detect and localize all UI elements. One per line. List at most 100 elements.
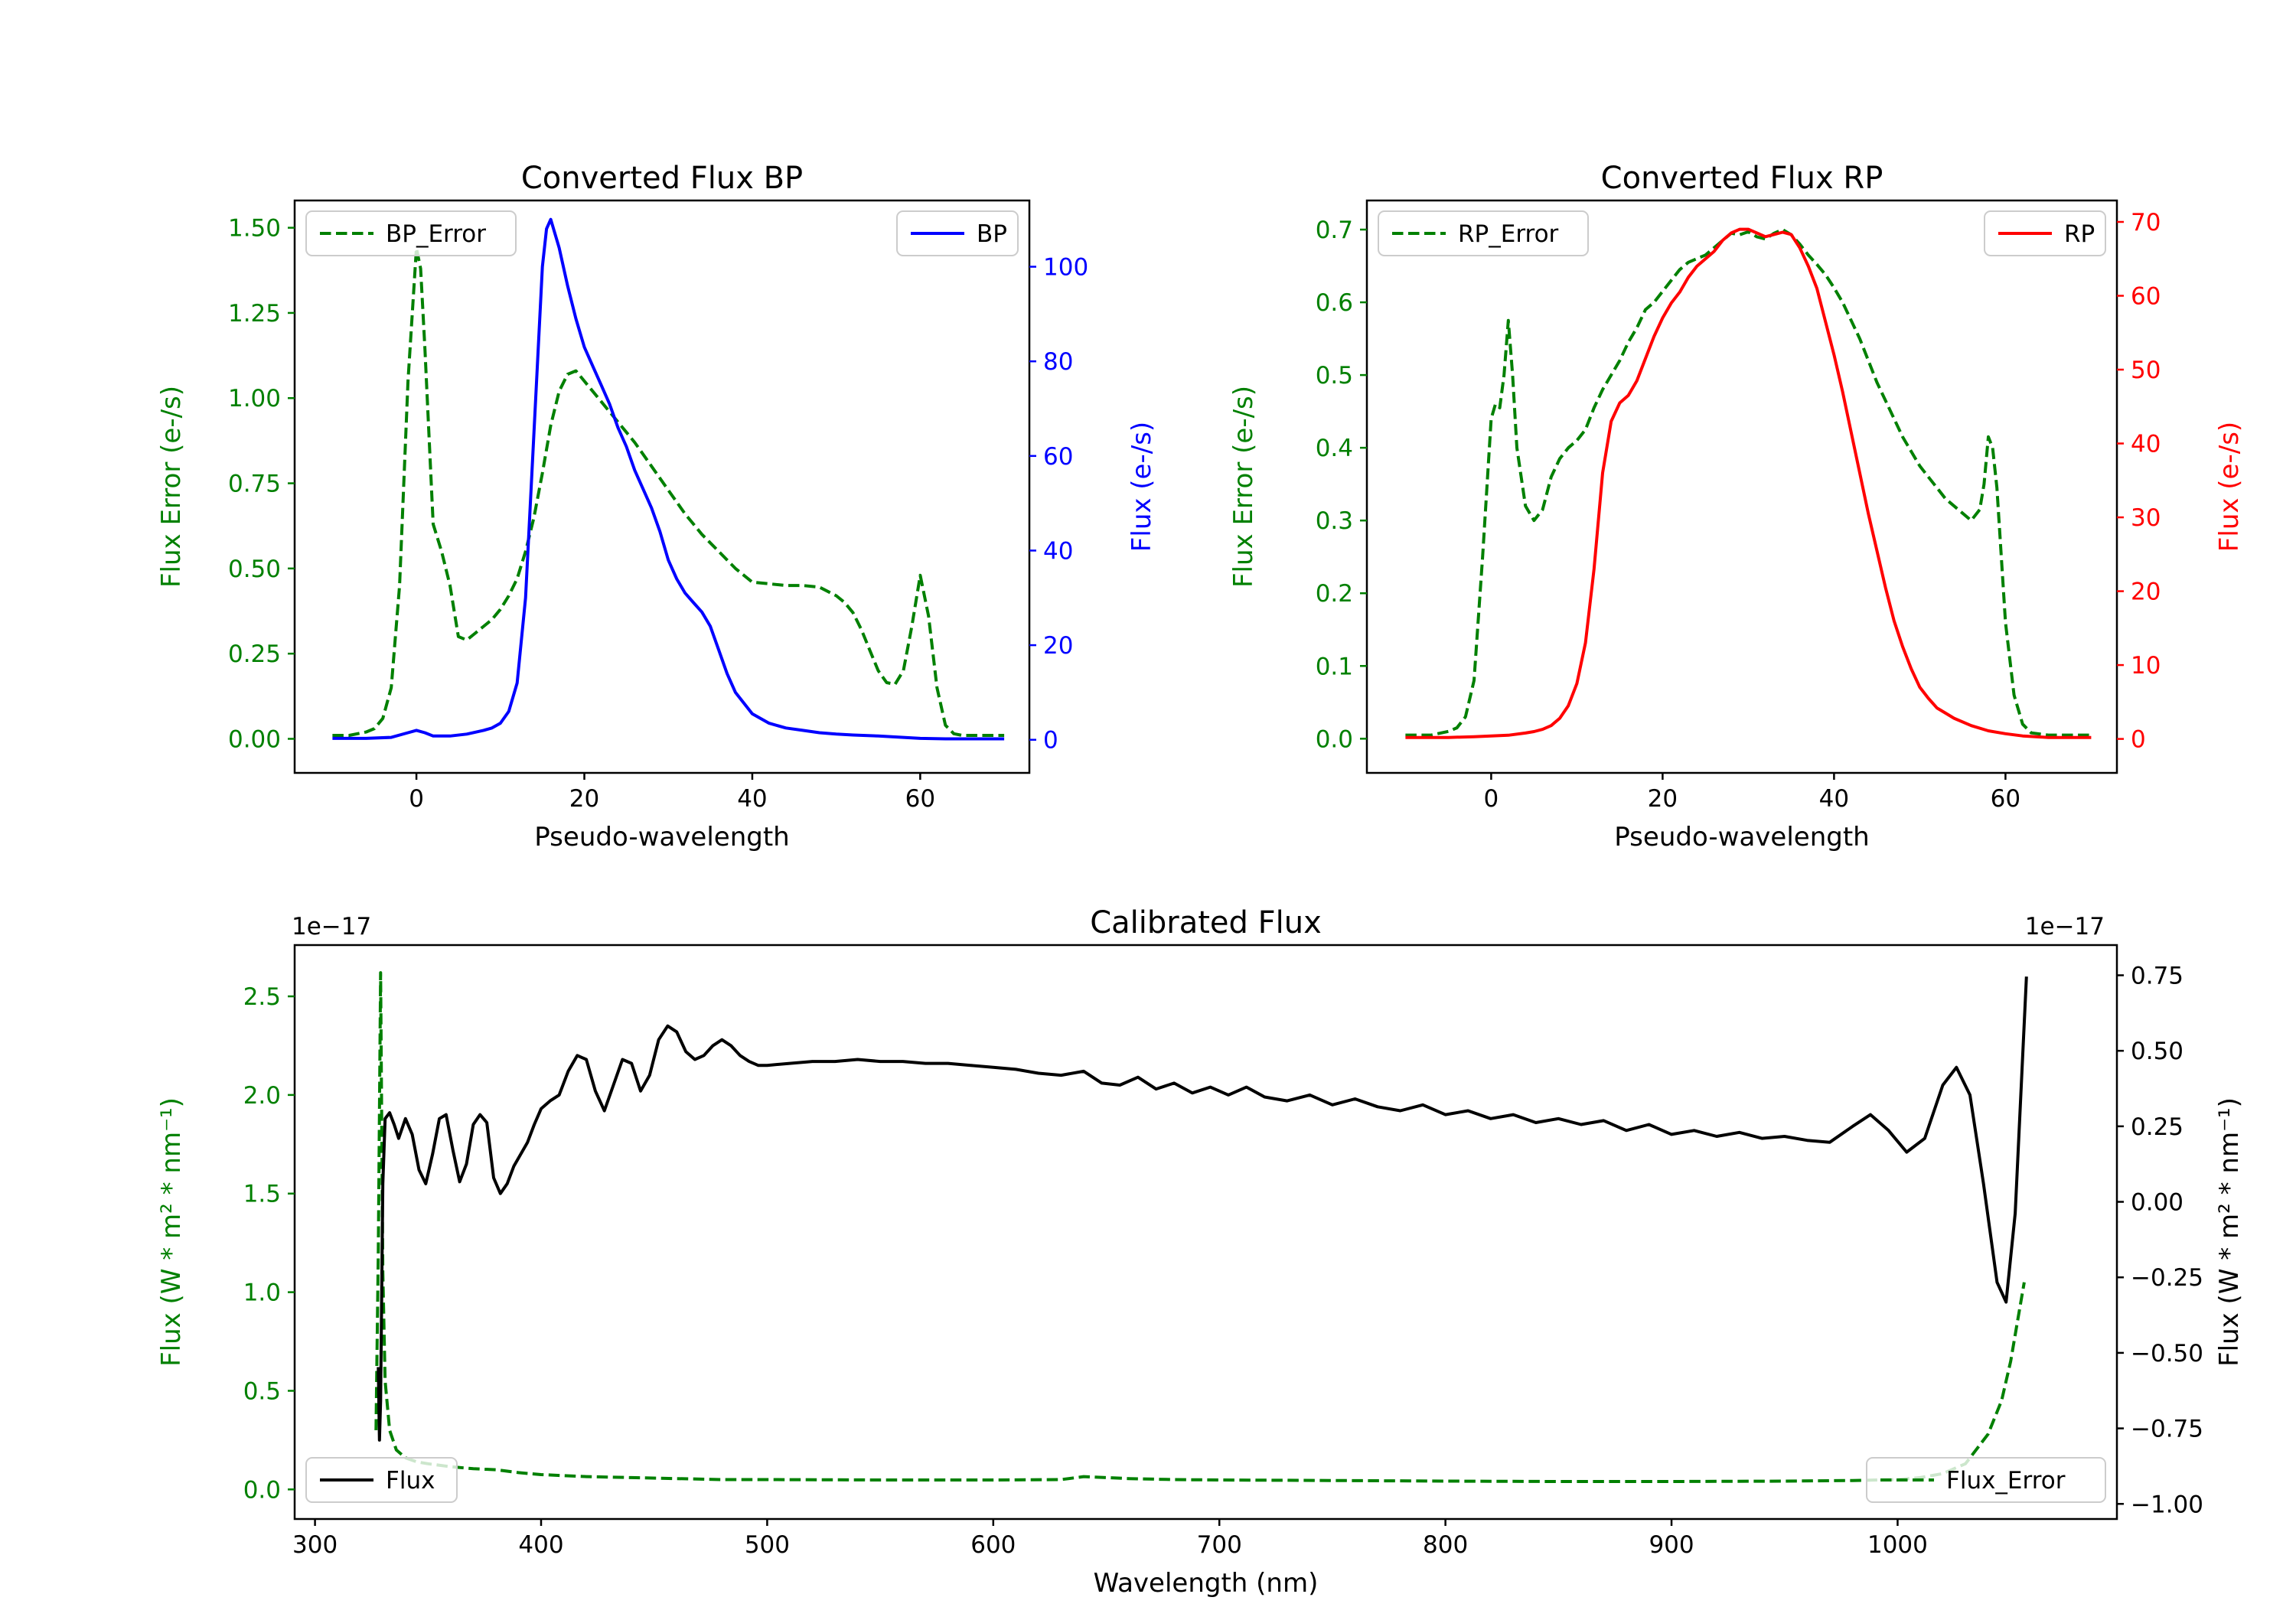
x-tick-label: 0 [1484, 785, 1499, 813]
chart-converted-flux-rp: 0 20 40 60 0.0 0.1 0.2 0.3 0.4 0.5 0.6 0.7 0 10 20 30 40… [1214, 128, 2274, 895]
x-axis-label: Wavelength (nm) [1094, 1568, 1319, 1599]
x-axis-label: Pseudo-wavelength [1614, 822, 1869, 852]
left-tick-label: 1.5 [243, 1181, 281, 1208]
left-tick-label: 0.75 [228, 471, 281, 498]
x-tick-label: 1000 [1867, 1531, 1928, 1559]
right-tick-label: 0.00 [2131, 1189, 2183, 1217]
rp-plot-svg: 0 20 40 60 0.0 0.1 0.2 0.3 0.4 0.5 0.6 0.7 0 10 20 30 40… [1228, 161, 2245, 852]
x-tick-label: 400 [518, 1531, 563, 1559]
bp-plot-svg: 0 20 40 60 0.00 0.25 0.50 0.75 1.00 1.25 1.50 0 20 40… [156, 161, 1157, 852]
left-tick-label: 2.0 [243, 1082, 281, 1110]
right-tick-label: 0 [1043, 727, 1058, 755]
left-tick-label: 0.50 [228, 556, 281, 583]
legend-label: RP_Error [1458, 220, 1559, 248]
left-tick-label: 1.50 [228, 215, 281, 243]
legend-label: Flux [386, 1467, 435, 1495]
legend-label: Flux_Error [1946, 1467, 2066, 1495]
right-tick-label: 50 [2131, 357, 2161, 384]
x-tick-label: 900 [1649, 1531, 1694, 1559]
right-tick-label: −0.50 [2131, 1340, 2203, 1367]
legend-bp: BP [896, 210, 1019, 256]
left-tick-label: 0.2 [1316, 580, 1353, 608]
right-tick-label: 0.25 [2131, 1113, 2183, 1141]
left-tick-label: 0.6 [1316, 289, 1353, 317]
legend-box [305, 1457, 458, 1503]
legend-label: BP [977, 220, 1007, 248]
right-tick-label: 20 [1043, 632, 1073, 660]
right-tick-label: −0.25 [2131, 1264, 2203, 1292]
left-tick-label: 0.0 [243, 1476, 281, 1504]
chart-title: Converted Flux RP [1601, 161, 1883, 196]
legend-rp-error: RP_Error [1378, 210, 1589, 256]
left-tick-label: 0.3 [1316, 507, 1353, 535]
legend-flux-error: Flux_Error [1866, 1457, 2106, 1503]
left-tick-label: 1.25 [228, 300, 281, 328]
x-tick-label: 600 [970, 1531, 1016, 1559]
left-tick-label: 1.00 [228, 385, 281, 412]
right-tick-label: −0.75 [2131, 1416, 2203, 1443]
legend-box [305, 210, 517, 256]
right-tick-label: 40 [2131, 431, 2161, 458]
left-y-axis-label: Flux Error (e-/s) [156, 386, 187, 588]
flux-error-line [374, 971, 2026, 1483]
legend-box [1378, 210, 1589, 256]
rp-line [1405, 227, 2092, 739]
legend-bp-error: BP_Error [305, 210, 517, 256]
right-tick-label: 100 [1043, 254, 1088, 282]
legend-rp: RP [1984, 210, 2106, 256]
x-tick-label: 40 [737, 785, 767, 813]
chart-calibrated-flux: 300 400 500 600 700 800 900 1000 0.0 0.5 1.0 1.5 2.0… [142, 872, 2274, 1607]
left-tick-label: 0.5 [1316, 362, 1353, 390]
right-axis-offset-text: 1e−17 [2025, 913, 2105, 940]
cal-plot-svg: 300 400 500 600 700 800 900 1000 0.0 0.5 1.0 1.5 2.0… [156, 905, 2245, 1599]
left-tick-label: 1.0 [243, 1279, 281, 1307]
x-tick-label: 40 [1819, 785, 1849, 813]
left-tick-label: 0.1 [1316, 653, 1353, 680]
right-tick-label: 60 [1043, 443, 1073, 471]
right-tick-label: 0 [2131, 726, 2146, 754]
x-tick-label: 300 [292, 1531, 338, 1559]
x-tick-label: 20 [1648, 785, 1678, 813]
flux-line [377, 976, 2028, 1442]
plot-frame [293, 944, 2118, 1521]
legend-box [1866, 1457, 2106, 1503]
right-tick-label: 40 [1043, 537, 1073, 565]
right-tick-label: −1.00 [2131, 1491, 2203, 1518]
x-tick-label: 60 [1991, 785, 2020, 813]
left-tick-label: 0.0 [1316, 725, 1353, 753]
right-y-axis-label: Flux (e-/s) [2214, 422, 2245, 552]
right-tick-label: 60 [2131, 283, 2161, 311]
left-tick-label: 0.4 [1316, 435, 1353, 462]
bp-line [332, 217, 1005, 741]
left-tick-label: 0.25 [228, 641, 281, 668]
right-tick-label: 70 [2131, 209, 2161, 236]
bp-error-line [332, 246, 1005, 737]
legend-label: BP_Error [386, 220, 486, 248]
left-y-axis-label: Flux Error (e-/s) [1228, 386, 1259, 588]
right-tick-label: 30 [2131, 504, 2161, 532]
right-y-axis-label: Flux (W * m² * nm⁻¹) [2214, 1097, 2245, 1367]
left-tick-label: 0.7 [1316, 217, 1353, 244]
left-tick-label: 2.5 [243, 983, 281, 1011]
left-y-axis-label: Flux (W * m² * nm⁻¹) [156, 1097, 187, 1367]
right-tick-label: 20 [2131, 579, 2161, 606]
x-tick-label: 20 [569, 785, 599, 813]
chart-title: Calibrated Flux [1090, 905, 1322, 940]
x-tick-label: 500 [745, 1531, 790, 1559]
left-tick-label: 0.00 [228, 725, 281, 753]
plot-frame [1365, 199, 2118, 774]
chart-converted-flux-bp: 0 20 40 60 0.00 0.25 0.50 0.75 1.00 1.25 1.50 0 20 40… [142, 128, 1186, 895]
rp-error-line [1405, 228, 2092, 737]
chart-title: Converted Flux BP [521, 161, 803, 196]
right-tick-label: 0.75 [2131, 962, 2183, 989]
right-y-axis-label: Flux (e-/s) [1127, 422, 1157, 552]
x-tick-label: 800 [1423, 1531, 1468, 1559]
legend-flux: Flux [305, 1457, 458, 1503]
right-tick-label: 80 [1043, 348, 1073, 376]
right-tick-label: 10 [2131, 652, 2161, 680]
legend-label: RP [2064, 220, 2095, 248]
x-tick-label: 0 [409, 785, 424, 813]
x-axis-label: Pseudo-wavelength [534, 822, 789, 852]
left-axis-offset-text: 1e−17 [292, 913, 371, 940]
